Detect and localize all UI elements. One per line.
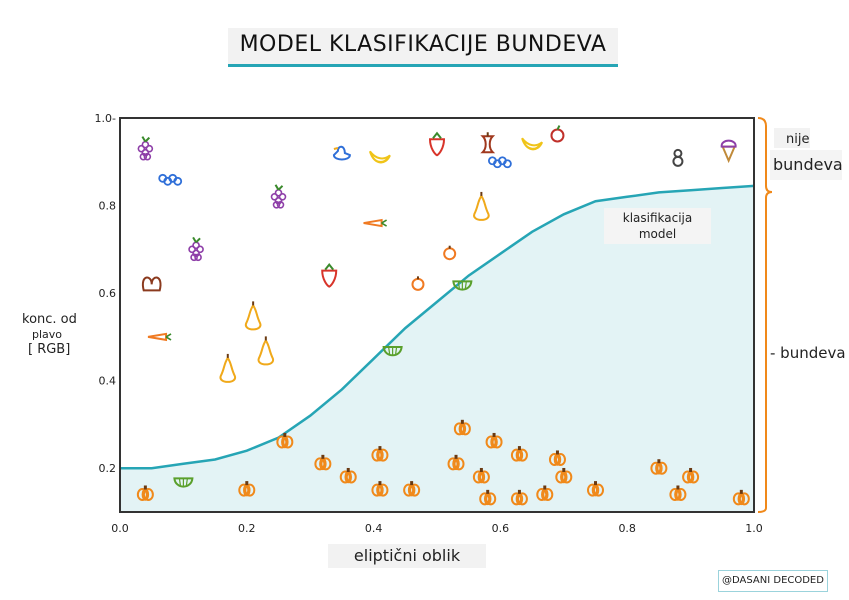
- carrot-point: [147, 332, 172, 342]
- pumpkin-point: [510, 489, 528, 506]
- pumpkin-point: [238, 481, 256, 497]
- duck-point: [332, 145, 351, 161]
- pumpkin-point: [371, 446, 389, 462]
- strawberry-point: [321, 262, 338, 288]
- pumpkin-point: [510, 446, 528, 462]
- vase-point: [672, 148, 684, 167]
- legend-not-pumpkin-box-2: [770, 150, 842, 180]
- grapes-point: [188, 236, 204, 262]
- y-axis-label-line-2: plavo: [32, 328, 63, 341]
- pear-point: [219, 353, 236, 383]
- pumpkin-point: [447, 454, 465, 471]
- pumpkin-point: [485, 432, 503, 449]
- legend-not-pumpkin-line-1: nije: [786, 132, 810, 147]
- title-box: MODEL KLASIFIKACIJE BUNDEVA: [228, 28, 618, 67]
- y-axis-label-line-3: [ RGB]: [28, 342, 71, 357]
- legend-bracket: [757, 117, 773, 513]
- melon-point: [452, 280, 473, 291]
- model-label: klasifikacija model: [622, 211, 693, 241]
- legend-not-pumpkin-line-2: bundeva: [773, 155, 843, 174]
- y-tick-label: 0.6: [99, 287, 117, 300]
- x-axis-label: eliptični oblik: [353, 546, 461, 565]
- pretzel-point: [141, 276, 162, 292]
- x-tick-label: 0.6: [492, 522, 510, 535]
- pumpkin-point: [587, 481, 604, 497]
- x-tick-label: 0.2: [238, 522, 256, 535]
- pumpkin-point: [669, 485, 687, 501]
- legend-pumpkin: - bundeva: [770, 344, 846, 362]
- strawberry-point: [428, 131, 446, 157]
- legend-not-pumpkin-box-1: [774, 128, 810, 148]
- x-tick-label: 1.0: [745, 522, 763, 535]
- banana-point: [368, 150, 391, 164]
- pumpkin-point: [403, 481, 421, 497]
- x-axis-label-box: eliptični oblik: [328, 544, 486, 568]
- pumpkin-point: [650, 459, 668, 475]
- grapes-point: [137, 136, 154, 161]
- x-tick-label: 0.8: [618, 522, 636, 535]
- model-label-box: klasifikacija model: [604, 208, 711, 244]
- pumpkin-point: [472, 467, 490, 484]
- caterpillar-point: [487, 156, 512, 169]
- pear-point: [245, 301, 262, 331]
- x-tick-label: 0.0: [111, 522, 129, 535]
- pear-point: [473, 191, 490, 221]
- pumpkin-point: [555, 467, 573, 484]
- y-tick-label: 1.0-: [95, 112, 116, 125]
- ice-cream-point: [720, 139, 737, 164]
- credit-badge: @DASANI DECODED: [718, 570, 828, 592]
- pumpkin-point: [136, 485, 154, 501]
- pumpkin-point: [548, 450, 566, 466]
- pumpkin-point: [371, 481, 389, 497]
- pumpkin-point: [314, 454, 332, 471]
- decision-boundary-curve: [120, 184, 755, 470]
- y-axis-label-line-1: konc. od: [22, 312, 77, 327]
- pumpkin-point: [536, 485, 554, 501]
- pear-point: [257, 336, 274, 366]
- pumpkin-point: [479, 489, 497, 506]
- pumpkin-point: [453, 419, 471, 436]
- orange-point: [443, 245, 457, 261]
- pumpkin-point: [682, 467, 700, 484]
- melon-point: [382, 346, 403, 357]
- orange-point: [411, 276, 425, 291]
- apple-core-point: [480, 132, 496, 154]
- pumpkin-region: [120, 185, 754, 512]
- grapes-point: [270, 184, 287, 209]
- x-tick-label: 0.4: [365, 522, 383, 535]
- plot-frame: [119, 117, 755, 513]
- carrot-point: [363, 218, 388, 228]
- pumpkin-point: [276, 432, 294, 449]
- y-tick-label: 0.4: [99, 375, 117, 388]
- banana-point: [521, 137, 544, 151]
- y-tick-label: 0.2: [99, 462, 117, 475]
- chart-title: MODEL KLASIFIKACIJE BUNDEVA: [239, 32, 607, 57]
- pumpkin-point: [732, 489, 750, 506]
- pumpkin-point: [339, 467, 357, 484]
- melon-point: [173, 477, 194, 488]
- y-tick-label: 0.8: [99, 200, 117, 213]
- apple-point: [550, 125, 565, 143]
- caterpillar-point: [158, 173, 183, 186]
